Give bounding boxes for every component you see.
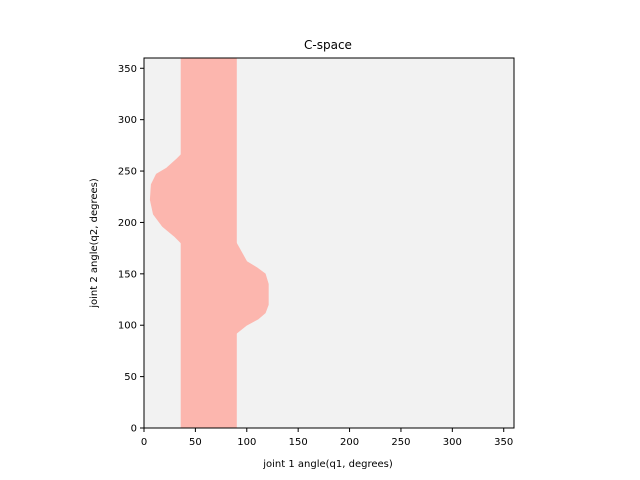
x-axis-label: joint 1 angle(q1, degrees) xyxy=(262,459,393,470)
y-tick-label: 250 xyxy=(118,167,137,178)
obstacle-region-1 xyxy=(180,57,237,429)
y-axis: 0 50 100 150 200 250 300 350 xyxy=(118,64,144,435)
y-tick-label: 350 xyxy=(118,64,137,75)
y-tick-label: 50 xyxy=(124,372,137,383)
obstacle-region-2 xyxy=(149,153,182,244)
y-tick-label: 300 xyxy=(118,115,137,126)
obstacle-regions xyxy=(149,57,269,429)
x-tick-label: 150 xyxy=(289,437,308,448)
y-tick-label: 200 xyxy=(118,218,137,229)
obstacle-region-3 xyxy=(236,241,269,335)
x-tick-label: 250 xyxy=(391,437,410,448)
x-tick-label: 50 xyxy=(189,437,202,448)
plot-frame xyxy=(143,57,515,429)
x-tick-label: 350 xyxy=(494,437,513,448)
x-tick-label: 200 xyxy=(340,437,359,448)
y-tick-label: 0 xyxy=(131,424,137,435)
x-tick-label: 0 xyxy=(141,437,147,448)
y-tick-label: 150 xyxy=(118,269,137,280)
x-tick-label: 300 xyxy=(443,437,462,448)
x-tick-label: 100 xyxy=(237,437,256,448)
x-axis: 0 50 100 150 200 250 300 350 xyxy=(141,428,513,448)
y-tick-label: 100 xyxy=(118,321,137,332)
chart-title: C-space xyxy=(304,38,352,52)
y-axis-label: joint 2 angle(q2, degrees) xyxy=(89,178,100,309)
